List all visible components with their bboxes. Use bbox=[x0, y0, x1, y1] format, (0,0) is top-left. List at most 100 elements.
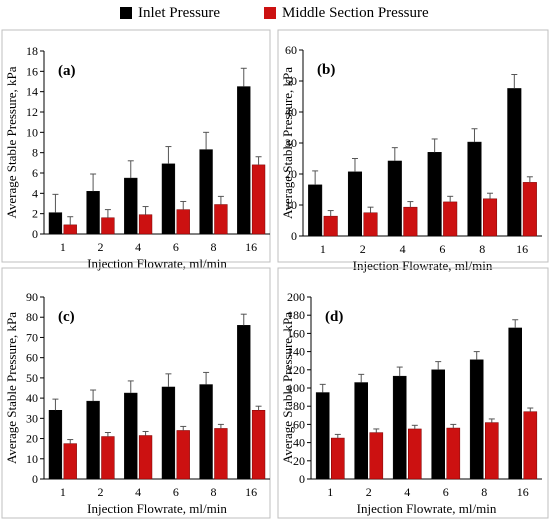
y-tick-label: 0 bbox=[32, 227, 38, 241]
inlet-pressure-bar bbox=[315, 392, 330, 480]
inlet-pressure-bar bbox=[507, 88, 522, 237]
y-tick-label: 40 bbox=[285, 105, 297, 119]
x-tick-label: 4 bbox=[404, 485, 410, 499]
middle-section-pressure-bar bbox=[403, 206, 418, 237]
y-tick-label: 0 bbox=[32, 472, 38, 486]
y-tick-label: 50 bbox=[285, 74, 297, 88]
y-axis-label: Average Stable Pressure, kPa bbox=[4, 312, 19, 464]
y-tick-label: 90 bbox=[26, 290, 38, 304]
inlet-pressure-bar bbox=[308, 184, 323, 237]
panel-border bbox=[1, 29, 271, 263]
y-axis-label: Average Stable Pressure, kPa bbox=[280, 67, 295, 219]
y-tick-label: 10 bbox=[26, 125, 38, 139]
panel-border bbox=[277, 267, 549, 519]
inlet-pressure-bar bbox=[467, 141, 482, 237]
inlet-pressure-bar bbox=[237, 86, 251, 235]
middle-section-pressure-bar bbox=[408, 428, 422, 480]
middle-section-pressure-bar bbox=[251, 409, 266, 480]
inlet-pressure-bar bbox=[392, 375, 407, 480]
x-tick-label: 6 bbox=[173, 240, 179, 254]
inlet-pressure-bar bbox=[237, 325, 251, 480]
x-tick-label: 2 bbox=[98, 240, 104, 254]
y-tick-label: 200 bbox=[287, 290, 305, 304]
inlet-pressure-bar bbox=[161, 386, 176, 480]
legend-label-middle: Middle Section Pressure bbox=[282, 5, 429, 21]
middle-section-pressure-bar bbox=[63, 224, 77, 235]
panel-label: (d) bbox=[325, 309, 343, 325]
y-tick-label: 20 bbox=[285, 167, 297, 181]
y-tick-label: 80 bbox=[26, 310, 38, 324]
y-tick-label: 40 bbox=[293, 436, 305, 450]
legend: Inlet Pressure Middle Section Pressure bbox=[0, 0, 550, 26]
middle-section-pressure-bar bbox=[485, 422, 499, 480]
x-tick-label: 8 bbox=[479, 242, 485, 256]
panel-label: (a) bbox=[58, 63, 76, 79]
inlet-pressure-bar bbox=[431, 369, 446, 480]
x-tick-label: 4 bbox=[135, 485, 141, 499]
y-tick-label: 20 bbox=[26, 432, 38, 446]
x-tick-label: 2 bbox=[98, 485, 104, 499]
x-tick-label: 8 bbox=[211, 485, 217, 499]
y-tick-label: 60 bbox=[293, 417, 305, 431]
y-tick-label: 50 bbox=[26, 371, 38, 385]
y-tick-label: 0 bbox=[299, 472, 305, 486]
inlet-pressure-bar bbox=[469, 359, 484, 480]
inlet-pressure-bar bbox=[199, 149, 213, 235]
y-tick-label: 120 bbox=[287, 363, 305, 377]
legend-label-inlet: Inlet Pressure bbox=[138, 5, 221, 21]
x-tick-label: 1 bbox=[320, 242, 326, 256]
middle-section-pressure-bar bbox=[101, 436, 115, 480]
middle-section-pressure-bar bbox=[331, 437, 345, 480]
y-tick-label: 6 bbox=[32, 166, 38, 180]
x-tick-label: 16 bbox=[245, 240, 257, 254]
x-tick-label: 1 bbox=[327, 485, 333, 499]
y-tick-label: 30 bbox=[26, 411, 38, 425]
inlet-pressure-bar bbox=[86, 400, 100, 480]
y-tick-label: 12 bbox=[26, 105, 38, 119]
x-tick-label: 2 bbox=[366, 485, 372, 499]
y-tick-label: 14 bbox=[26, 85, 38, 99]
panel-label: (b) bbox=[317, 62, 335, 78]
x-tick-label: 6 bbox=[443, 485, 449, 499]
x-axis-label: Injection Flowrate, ml/min bbox=[87, 501, 227, 516]
x-tick-label: 1 bbox=[60, 485, 66, 499]
inlet-pressure-bar bbox=[427, 152, 442, 237]
panel-label: (c) bbox=[58, 309, 75, 325]
inlet-pressure-bar bbox=[508, 327, 523, 480]
middle-section-pressure-bar bbox=[138, 435, 153, 480]
x-tick-label: 2 bbox=[360, 242, 366, 256]
x-tick-label: 16 bbox=[516, 242, 528, 256]
y-tick-label: 4 bbox=[32, 186, 38, 200]
y-tick-label: 10 bbox=[285, 198, 297, 212]
middle-section-pressure-bar bbox=[522, 182, 537, 237]
legend-swatch-middle bbox=[264, 7, 276, 19]
inlet-pressure-bar bbox=[48, 212, 63, 235]
middle-section-pressure-bar bbox=[101, 217, 115, 235]
middle-section-pressure-bar bbox=[63, 443, 77, 480]
panel-border bbox=[277, 29, 549, 263]
y-tick-label: 2 bbox=[32, 207, 38, 221]
inlet-pressure-bar bbox=[387, 160, 402, 237]
y-tick-label: 10 bbox=[26, 452, 38, 466]
middle-section-pressure-bar bbox=[523, 411, 538, 480]
inlet-pressure-bar bbox=[354, 382, 369, 480]
chart-panel-3: 0 10 20 30 40 50 60 70 80 90 1 2 4 6 8 16 (c) Injection F… bbox=[1, 267, 271, 519]
middle-section-pressure-bar bbox=[363, 212, 378, 237]
middle-section-pressure-bar bbox=[446, 427, 461, 480]
x-tick-label: 16 bbox=[245, 485, 257, 499]
y-tick-label: 140 bbox=[287, 345, 305, 359]
y-tick-label: 20 bbox=[293, 454, 305, 468]
y-tick-label: 16 bbox=[26, 64, 38, 78]
inlet-pressure-bar bbox=[199, 384, 213, 480]
y-tick-label: 30 bbox=[285, 136, 297, 150]
x-tick-label: 6 bbox=[173, 485, 179, 499]
middle-section-pressure-bar bbox=[214, 204, 228, 235]
middle-section-pressure-bar bbox=[214, 428, 228, 480]
inlet-pressure-bar bbox=[124, 177, 138, 235]
y-tick-label: 180 bbox=[287, 308, 305, 322]
inlet-pressure-bar bbox=[124, 392, 138, 480]
inlet-pressure-bar bbox=[48, 409, 63, 480]
x-axis-label: Injection Flowrate, ml/min bbox=[87, 256, 227, 271]
